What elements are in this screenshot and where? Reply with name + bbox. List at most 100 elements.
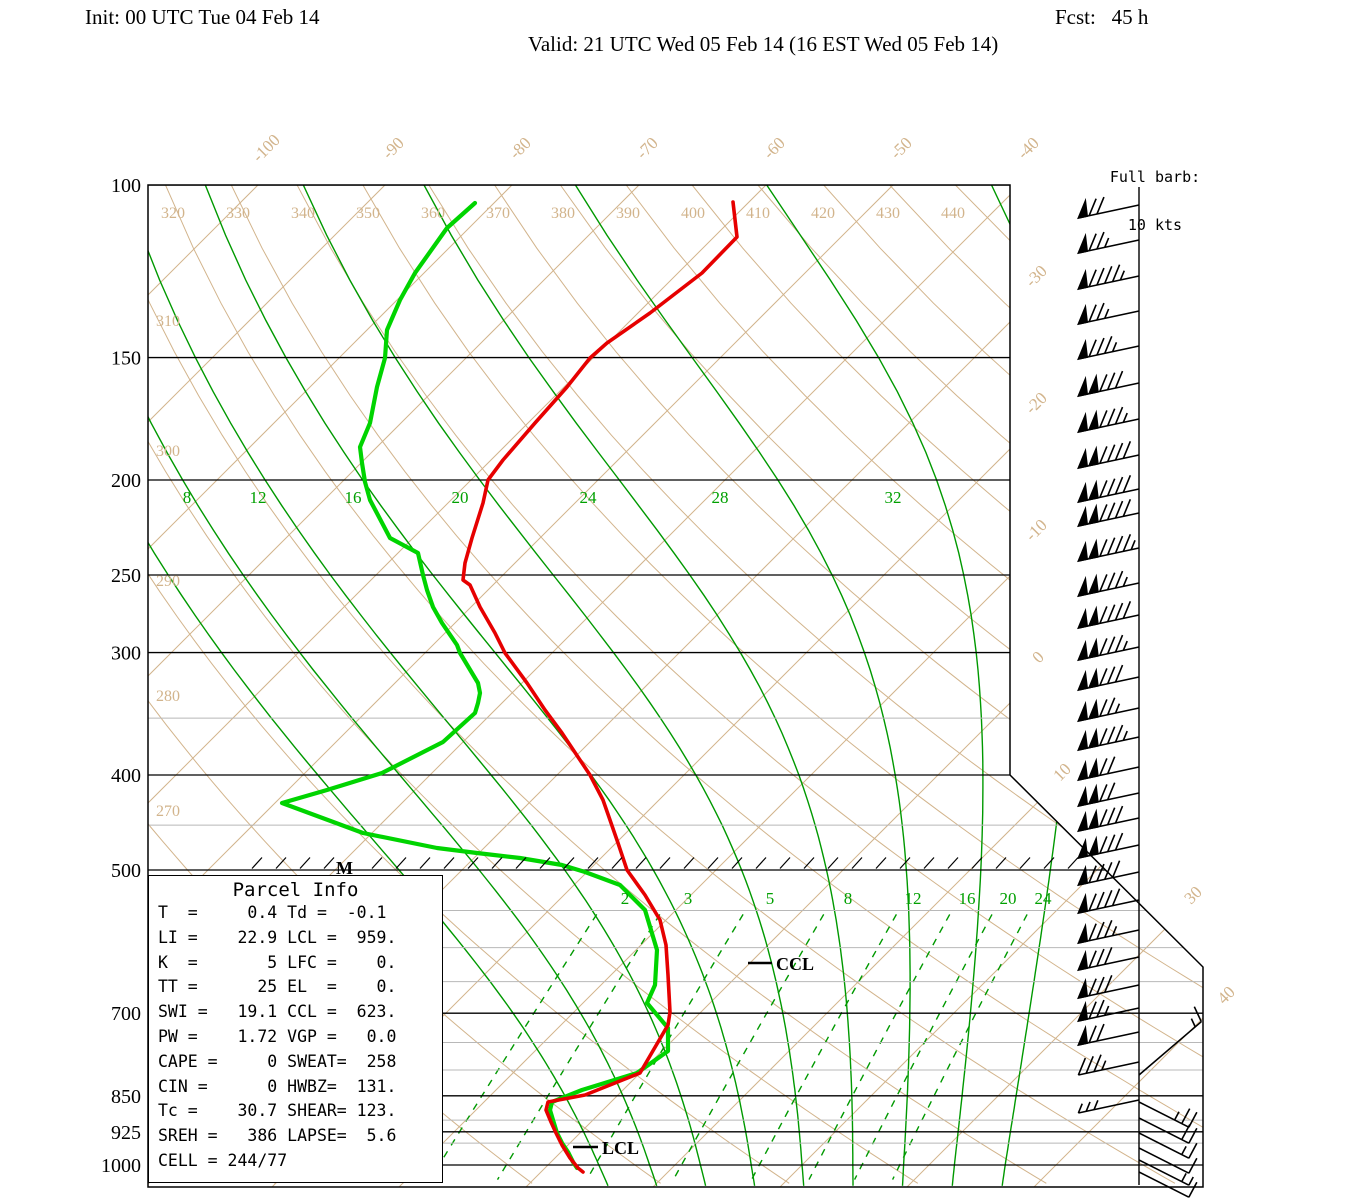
- mixing-ratio-line: [429, 914, 598, 1180]
- wind-barb-pennant: [1087, 605, 1099, 627]
- hatch-tick: [443, 857, 455, 869]
- mixing-ratio-labels: 2 3 5 8 12 16 20 24: [621, 889, 1052, 908]
- mixing-ratio-line: [496, 914, 661, 1180]
- wind-barb-full: [1106, 782, 1116, 801]
- wind-barb-full: [1104, 890, 1113, 908]
- wind-barb-stem: [1138, 1132, 1190, 1159]
- forecast-hour-label: Fcst: 45 h: [1055, 5, 1149, 29]
- pressure-tick-label: 100: [111, 175, 141, 197]
- wind-barb-half: [1190, 1018, 1196, 1028]
- hatch-tick: [611, 857, 623, 869]
- wind-barb-full: [1106, 444, 1116, 463]
- isotherm-right-label: 30: [1180, 882, 1205, 907]
- valid-time-label: Valid: 21 UTC Wed 05 Feb 14 (16 EST Wed …: [528, 32, 999, 56]
- hatch-tick: [683, 857, 695, 869]
- pressure-tick-label: 300: [111, 643, 141, 665]
- parcel-info-rows: T = 0.4 Td = -0.1 LI = 22.9 LCL = 959. K =…: [149, 901, 442, 1174]
- parcel-info-row: TT = 25 EL = 0.: [158, 977, 397, 997]
- wind-barb-full: [1096, 948, 1105, 967]
- wind-barb-full: [1099, 574, 1108, 592]
- wind-barb: [1077, 782, 1140, 808]
- isotherm-line: [148, 185, 513, 1187]
- hatch-tick: [299, 857, 311, 869]
- wind-barb-pennant: [1077, 411, 1089, 434]
- wind-barb: [1077, 336, 1140, 361]
- hatch-tick: [635, 857, 647, 869]
- isotherm-line: [0, 185, 131, 1187]
- wind-barb-full: [1088, 893, 1097, 912]
- pressure-tick-label: 850: [111, 1086, 141, 1108]
- wind-barb-half: [1111, 342, 1118, 352]
- wind-barb-pennant: [1077, 338, 1089, 361]
- wind-barb-pennant: [1077, 864, 1089, 887]
- wind-barb-full: [1096, 196, 1105, 215]
- theta-top-label: 440: [941, 205, 965, 222]
- moist-adiabat: [302, 185, 805, 1186]
- dry-adiabat: [691, 185, 1203, 1184]
- mixing-ratio-label: 24: [1035, 889, 1053, 908]
- wind-barb-stem: [1138, 1101, 1190, 1128]
- hatch-tick: [659, 857, 671, 869]
- theta-left-label: 290: [156, 573, 180, 590]
- theta-top-label: 370: [486, 205, 510, 222]
- wind-barb-full: [1122, 475, 1132, 493]
- moist-adiabat: [204, 185, 756, 1186]
- wind-barb-half: [1114, 703, 1121, 714]
- pressure-tick-label: 400: [111, 765, 141, 787]
- wind-barb: [1077, 302, 1140, 326]
- lcl-marker: LCL: [573, 1138, 639, 1158]
- parcel-info-row: K = 5 LFC = 0.: [158, 952, 397, 972]
- hatch-tick: [467, 857, 479, 869]
- dry-adiabat: [148, 185, 919, 1184]
- wind-barb-full: [1122, 441, 1132, 459]
- theta-top-label: 390: [616, 205, 640, 222]
- moist-adiabat: [766, 185, 984, 1186]
- wind-barb-full: [1099, 480, 1108, 498]
- wind-barb-full: [1096, 1023, 1105, 1042]
- dry-adiabat: [889, 185, 1203, 1184]
- wind-barb: [1077, 999, 1140, 1023]
- moist-adiabat-label: 12: [250, 488, 267, 507]
- wind-barb-half: [1111, 926, 1118, 936]
- wind-barb-stem: [1138, 1171, 1190, 1198]
- wind-barb-full: [1181, 1108, 1191, 1124]
- hatch-tick: [995, 857, 1007, 869]
- wind-barb-full: [1106, 408, 1116, 427]
- wind-barb-full: [1106, 756, 1116, 775]
- wind-barb-full: [1114, 476, 1124, 495]
- wind-barb-pennant: [1077, 729, 1089, 752]
- wind-barb-full: [1114, 602, 1124, 621]
- isotherm-right-labels: -30 -20 -10 0 10 30 40: [1021, 261, 1238, 1007]
- pressure-tick-label: 150: [111, 348, 141, 370]
- wind-barb-pennant: [1077, 607, 1089, 630]
- moist-adiabat-label: 32: [885, 488, 902, 507]
- wind-barb-pennant: [1077, 197, 1089, 220]
- wind-barb-half: [1104, 308, 1110, 319]
- wind-barb-half: [1085, 1101, 1091, 1112]
- hatch-tick: [275, 857, 287, 869]
- moist-adiabat: [148, 185, 658, 1187]
- wind-barb-full: [1088, 1025, 1097, 1044]
- wind-barb-pennant: [1077, 892, 1089, 915]
- wind-barb-full: [1114, 500, 1124, 519]
- wind-barb-pennant: [1077, 303, 1089, 326]
- wind-barb: [1077, 406, 1140, 434]
- theta-top-label: 400: [681, 205, 705, 222]
- wind-barb-full: [1099, 728, 1108, 746]
- wind-barb: [1077, 499, 1140, 528]
- mixing-ratio-line: [891, 914, 1028, 1180]
- barb-legend-line1: Full barb:: [1109, 168, 1201, 186]
- isotherm-top-label: -90: [378, 133, 407, 162]
- wind-barb-pennant: [1087, 783, 1099, 805]
- isotherm-line: [148, 185, 386, 1187]
- wind-barb-pennant: [1087, 479, 1099, 501]
- wind-barb: [1077, 264, 1140, 291]
- wind-barb-half: [1104, 237, 1110, 248]
- dry-adiabat: [955, 185, 1203, 1184]
- wind-barb: [1077, 196, 1140, 220]
- hatch-tick: [779, 857, 791, 869]
- wind-barb-pennant: [1077, 977, 1089, 1000]
- wind-barb-full: [1106, 537, 1116, 556]
- dry-adiabat: [625, 185, 1203, 1184]
- wind-barb-full: [1088, 198, 1097, 217]
